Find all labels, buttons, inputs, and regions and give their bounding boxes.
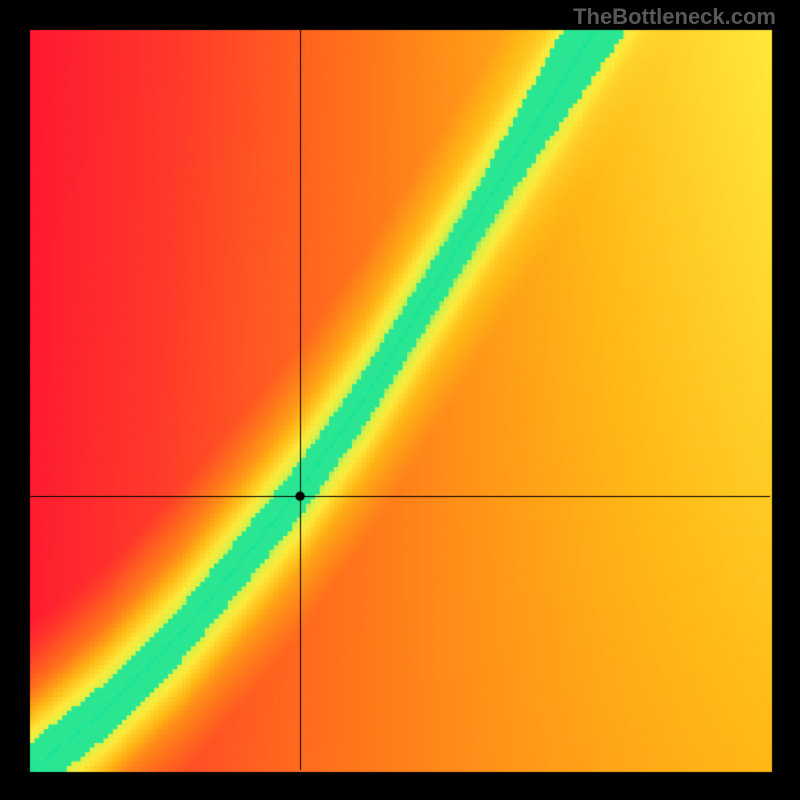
watermark-text: TheBottleneck.com <box>573 4 776 30</box>
chart-container: TheBottleneck.com <box>0 0 800 800</box>
bottleneck-heatmap <box>0 0 800 800</box>
